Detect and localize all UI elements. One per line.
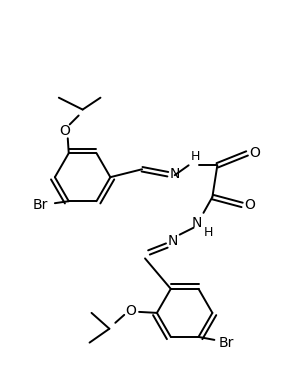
Text: Br: Br <box>218 336 234 350</box>
Text: O: O <box>244 198 255 212</box>
Text: O: O <box>250 146 260 160</box>
Text: O: O <box>59 124 70 138</box>
Text: N: N <box>168 234 178 248</box>
Text: N: N <box>170 167 180 181</box>
Text: N: N <box>191 216 202 230</box>
Text: H: H <box>191 150 200 163</box>
Text: O: O <box>126 304 136 318</box>
Text: Br: Br <box>32 198 48 212</box>
Text: H: H <box>204 226 213 239</box>
